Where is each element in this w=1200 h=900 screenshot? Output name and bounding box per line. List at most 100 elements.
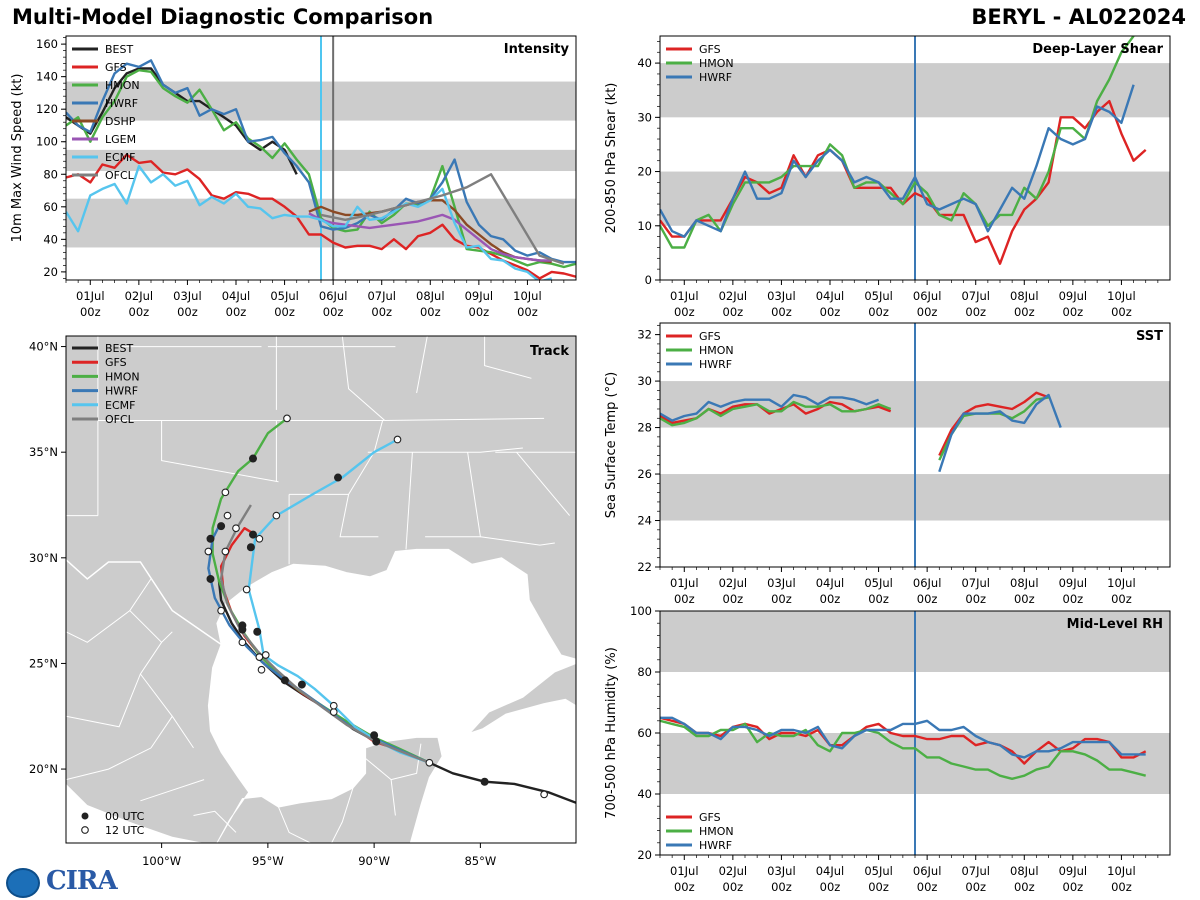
mexico-border-1 (66, 610, 131, 643)
state-border-20 (480, 536, 555, 546)
shear-plot-area (660, 36, 1170, 280)
track-ytick-label: 25°N (29, 656, 58, 670)
state-border-9 (367, 447, 523, 453)
track-ytick-label: 35°N (29, 445, 58, 459)
sst-panel: 22 24 26 28 30 32 01Jul 00z 02Jul 00z 03Jul 00z 04Ju… (604, 322, 1171, 606)
sst-xtick-label: 04Jul (816, 576, 845, 590)
track-marker-12utc-18 (393, 435, 402, 444)
track-legend-label-gfs: GFS (105, 356, 127, 369)
rh-series-hwrf-2 (660, 716, 1146, 759)
shear-xtick-sublabel: 00z (1063, 305, 1084, 319)
state-border-7 (405, 452, 413, 550)
intensity-series-ofcl-7 (320, 173, 565, 265)
mexico-border-8 (278, 806, 311, 843)
sst-ytick-label: 28 (637, 421, 652, 435)
intensity-xtick-sublabel: 00z (469, 305, 490, 319)
intensity-xtick-label: 04Jul (222, 289, 251, 303)
noaa-emblem-icon (6, 868, 40, 898)
intensity-ytick-label: 160 (36, 37, 58, 51)
track-marker-00utc-12 (246, 543, 255, 552)
mexico-border-9 (331, 787, 354, 843)
rh-xtick-sublabel: 00z (1111, 880, 1132, 894)
sst-series-hwrf-4 (660, 393, 880, 422)
rh-xtick-label: 03Jul (767, 864, 796, 878)
track-marker-12utc-3 (329, 701, 338, 710)
sst-xtick-sublabel: 00z (1063, 592, 1084, 606)
shear-xtick-sublabel: 00z (723, 305, 744, 319)
sst-xtick-sublabel: 00z (723, 592, 744, 606)
mexico-border-4 (150, 715, 194, 749)
shear-xtick-label: 10Jul (1107, 289, 1136, 303)
page-title: Multi-Model Diagnostic Comparison (12, 5, 434, 29)
shear-ytick-label: 0 (645, 273, 652, 287)
intensity-xtick-label: 07Jul (367, 289, 396, 303)
track-title: Track (530, 344, 569, 359)
rh-xtick-label: 02Jul (719, 864, 748, 878)
intensity-series-hwrf-3 (66, 59, 576, 264)
intensity-xtick-label: 01Jul (76, 289, 105, 303)
intensity-xtick-label: 08Jul (416, 289, 445, 303)
state-border-21 (516, 451, 570, 516)
rh-xtick-label: 05Jul (864, 864, 893, 878)
track-marker-00utc-9 (206, 534, 215, 543)
track-legend-label-hmon: HMON (105, 370, 140, 383)
shear-panel: 0 10 20 30 40 01Jul 00z 02Jul 00z 03Jul 00z 04Jul 00… (604, 35, 1171, 319)
intensity-ytick-label: 20 (43, 265, 58, 279)
shear-xtick-label: 09Jul (1059, 289, 1088, 303)
shear-legend-label-hmon: HMON (699, 57, 734, 70)
track-legend-12utc-marker (81, 826, 89, 834)
state-border-14 (416, 336, 428, 394)
intensity-xtick-sublabel: 00z (129, 305, 150, 319)
shear-xtick-sublabel: 00z (674, 305, 695, 319)
rh-xtick-label: 08Jul (1010, 864, 1039, 878)
rh-xtick-sublabel: 00z (917, 880, 938, 894)
shear-legend-label-hwrf: HWRF (699, 71, 732, 84)
mexico-border-3 (140, 673, 173, 717)
rh-ytick-label: 20 (637, 848, 652, 862)
intensity-ytick-label: 100 (36, 135, 58, 149)
sst-xtick-sublabel: 00z (917, 592, 938, 606)
track-legend-label-ecmf: ECMF (105, 399, 135, 412)
rh-xtick-sublabel: 00z (820, 880, 841, 894)
intensity-ylabel: 10m Max Wind Speed (kt) (10, 74, 25, 243)
track-legend-00utc-label: 00 UTC (105, 810, 145, 823)
shear-xtick-label: 07Jul (961, 289, 990, 303)
rh-xtick-sublabel: 00z (771, 880, 792, 894)
intensity-xtick-sublabel: 00z (177, 305, 198, 319)
mexico-border-5 (66, 747, 152, 781)
intensity-ytick-label: 140 (36, 70, 58, 84)
track-marker-00utc-8 (206, 574, 215, 583)
sst-ylabel: Sea Surface Temp (°C) (604, 372, 619, 519)
intensity-series-gfs-1 (66, 153, 576, 280)
rh-ytick-label: 60 (637, 726, 652, 740)
shear-xtick-label: 01Jul (670, 289, 699, 303)
intensity-xtick-sublabel: 00z (226, 305, 247, 319)
intensity-ytick-label: 60 (43, 200, 58, 214)
rh-xtick-label: 04Jul (816, 864, 845, 878)
intensity-xtick-sublabel: 00z (517, 305, 538, 319)
sst-xtick-sublabel: 00z (868, 592, 889, 606)
track-legend-label-hwrf: HWRF (105, 385, 138, 398)
track-xtick-label: 100°W (142, 854, 181, 868)
intensity-xtick-label: 06Jul (319, 289, 348, 303)
intensity-legend-label-ecmf: ECMF (105, 151, 135, 164)
shear-xtick-label: 05Jul (864, 289, 893, 303)
shear-title: Deep-Layer Shear (1032, 42, 1163, 57)
track-legend-00utc-marker (81, 812, 89, 820)
track-marker-12utc-6 (261, 651, 270, 659)
intensity-legend-label-gfs: GFS (105, 61, 127, 74)
track-marker-12utc-9 (242, 585, 251, 594)
track-frame (65, 335, 577, 844)
sst-xtick-label: 10Jul (1107, 576, 1136, 590)
track-xtick-label: 85°W (464, 854, 496, 868)
track-marker-12utc-2 (329, 708, 338, 716)
sst-series-hwrf-5 (938, 393, 1062, 473)
intensity-panel: 20 40 60 80 100 120 140 160 01Jul 00z 02Jul 00z 03Ju… (10, 35, 577, 319)
track-marker-00utc-4 (280, 676, 289, 685)
shear-ylabel: 200-850 hPa Shear (kt) (604, 83, 619, 234)
rh-ytick-label: 40 (637, 787, 652, 801)
state-border-1 (161, 420, 279, 483)
sst-legend-label-gfs: GFS (699, 330, 721, 343)
rh-ytick-label: 100 (630, 604, 652, 618)
rh-legend-label-gfs: GFS (699, 811, 721, 824)
